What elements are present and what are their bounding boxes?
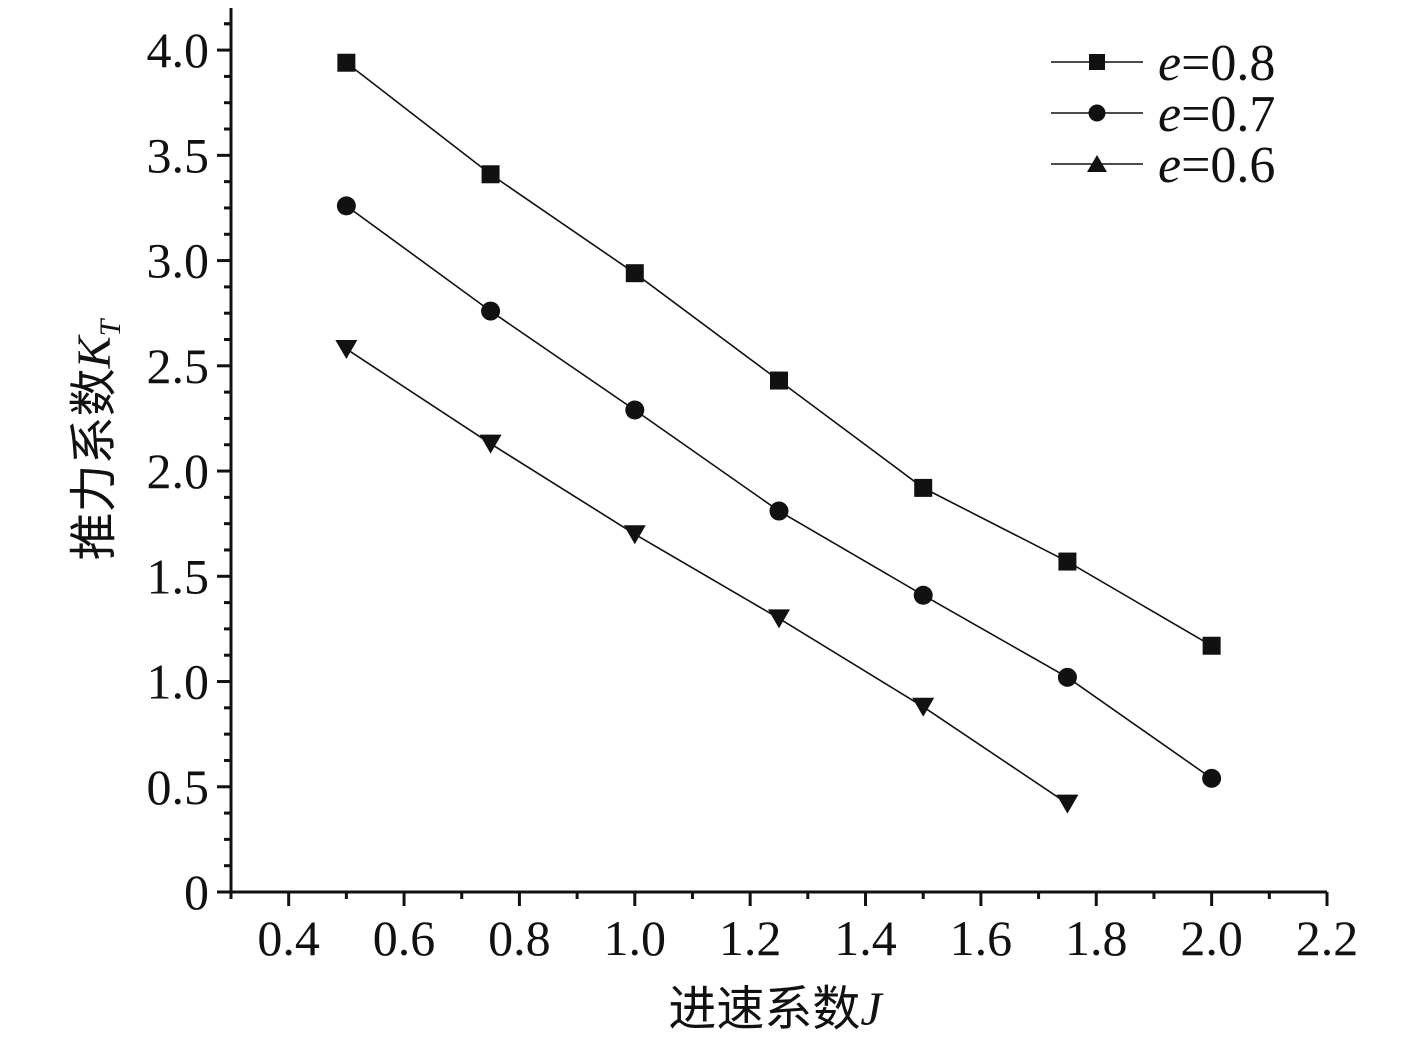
- legend-value: =0.6: [1181, 137, 1275, 194]
- legend-variable: e: [1158, 35, 1181, 92]
- x-tick-label: 2.2: [1296, 910, 1359, 966]
- legend-label: e=0.6: [1158, 137, 1275, 194]
- y-tick-label: 1.5: [147, 548, 210, 604]
- axes: 0 0.5 1.0 1.5 2.0 2.5 3.0 3.5 4.0 0.4 0.6 0.8 1.0 1.2…: [147, 8, 1359, 966]
- data-point: [1056, 794, 1079, 814]
- series-2: [335, 339, 1079, 814]
- y-axis-variable: K: [68, 333, 121, 369]
- x-tick-label: 1.6: [950, 910, 1013, 966]
- y-tick-label: 0.5: [147, 759, 210, 815]
- data-point: [1057, 667, 1077, 687]
- x-tick-label: 0.8: [488, 910, 551, 966]
- x-tick-label: 0.6: [373, 910, 436, 966]
- x-axis-variable: J: [860, 983, 884, 1036]
- x-axis-label: 进速系数: [668, 981, 860, 1037]
- data-point: [625, 400, 645, 420]
- data-point: [481, 165, 500, 184]
- y-tick-label: 3.0: [147, 233, 210, 289]
- x-tick-label: 1.0: [604, 910, 667, 966]
- legend-label: e=0.7: [1158, 86, 1275, 143]
- data-point: [914, 478, 933, 497]
- series-line: [345, 205, 1213, 779]
- data-point: [479, 434, 502, 454]
- data-point: [770, 371, 788, 390]
- data-point: [769, 501, 789, 521]
- legend-variable: e: [1158, 86, 1181, 143]
- data-point: [481, 301, 501, 321]
- legend-value: =0.7: [1181, 86, 1275, 143]
- y-tick-label: 4.0: [147, 22, 210, 78]
- y-tick-label: 1.0: [147, 654, 210, 710]
- y-tick-label: 0: [184, 864, 209, 920]
- data-point: [335, 339, 358, 359]
- series-line: [345, 348, 1068, 805]
- legend-label: e=0.8: [1158, 35, 1275, 92]
- series-0: [337, 53, 1221, 655]
- data-point: [623, 525, 646, 545]
- data-point: [337, 53, 356, 72]
- x-axis-title: 进速系数J: [668, 981, 884, 1037]
- y-tick-label: 2.5: [147, 338, 210, 394]
- y-tick-label: 3.5: [147, 127, 210, 183]
- legend-marker: [1089, 54, 1105, 70]
- series-line: [345, 62, 1213, 647]
- legend-variable: e: [1158, 137, 1181, 194]
- x-tick-label: 2.0: [1180, 910, 1243, 966]
- data-point: [1058, 552, 1077, 571]
- series-1: [336, 196, 1222, 788]
- legend-item: e=0.6: [1051, 137, 1275, 194]
- legend-item: e=0.8: [1051, 35, 1275, 92]
- data-point: [912, 697, 935, 717]
- data-point: [1202, 636, 1221, 655]
- x-tick-label: 1.2: [719, 910, 782, 966]
- legend-value: =0.8: [1181, 35, 1275, 92]
- y-tick-label: 2.0: [147, 443, 210, 499]
- x-tick-label: 1.8: [1065, 910, 1128, 966]
- data-point: [1202, 768, 1222, 788]
- data-point: [336, 196, 356, 216]
- series-layer: [335, 53, 1222, 814]
- x-tick-label: 1.4: [834, 910, 897, 966]
- legend-item: e=0.7: [1051, 86, 1275, 143]
- y-axis-label: 推力系数: [66, 368, 122, 560]
- y-axis-title: 推力系数KT: [66, 317, 127, 560]
- y-axis-subscript: T: [94, 317, 127, 336]
- legend-marker: [1087, 155, 1107, 172]
- data-point: [625, 264, 644, 283]
- x-tick-label: 0.4: [257, 910, 320, 966]
- data-point: [913, 585, 933, 605]
- legend: e=0.8e=0.7e=0.6: [1051, 35, 1275, 194]
- legend-marker: [1088, 104, 1106, 122]
- data-point: [768, 609, 790, 629]
